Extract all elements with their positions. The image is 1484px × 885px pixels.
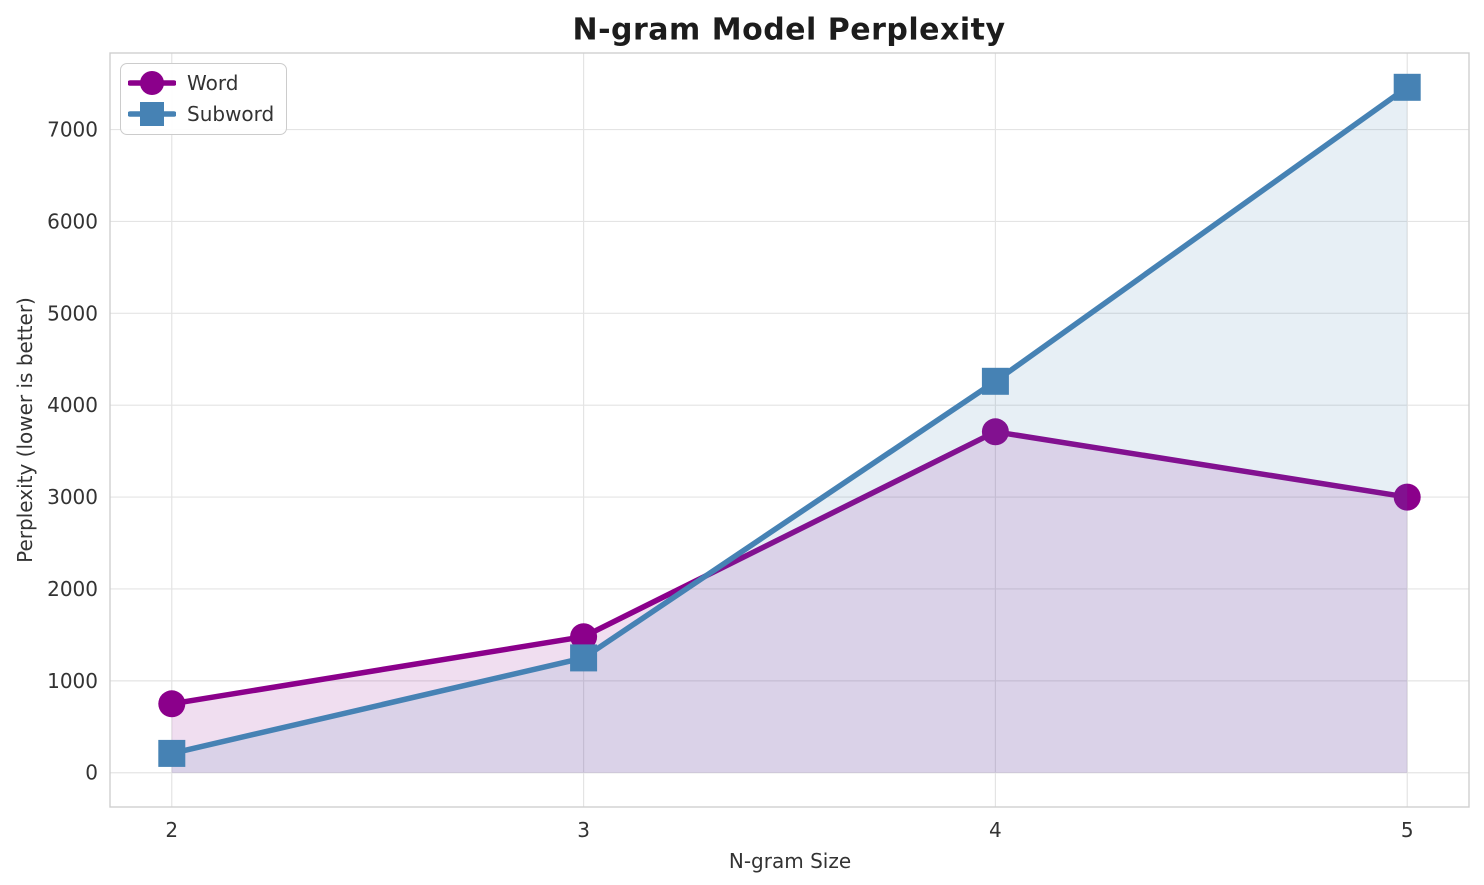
series-line-word [169, 429, 1410, 707]
series-line-subword [169, 84, 1410, 757]
subword-square-marker-icon [128, 100, 176, 128]
area-fill-subword [171, 87, 1408, 773]
data-marker-subword [158, 739, 186, 767]
word-circle-marker-icon [128, 69, 176, 97]
data-marker-word [981, 418, 1009, 446]
y-tick-label: 6000 [47, 209, 98, 233]
legend: Word Subword [120, 63, 287, 135]
y-tick-label: 4000 [47, 393, 98, 417]
plot-border [109, 52, 1470, 808]
data-marker-subword [1393, 73, 1421, 101]
legend-label-subword: Subword [187, 101, 275, 126]
x-tick-label: 3 [577, 818, 590, 842]
data-marker-word [570, 623, 598, 651]
data-marker-subword [981, 367, 1009, 395]
y-tick-label: 3000 [47, 485, 98, 509]
x-tick-label: 2 [165, 818, 178, 842]
y-tick-label: 7000 [47, 118, 98, 142]
y-axis-label: Perplexity (lower is better) [13, 297, 37, 563]
data-marker-word [158, 690, 186, 718]
chart-title: N-gram Model Perplexity [572, 12, 1006, 48]
x-tick-label: 5 [1401, 818, 1414, 842]
y-tick-label: 2000 [47, 577, 98, 601]
x-axis-label: N-gram Size [728, 849, 852, 873]
area-fill-word [171, 431, 1408, 773]
y-tick-label: 1000 [47, 669, 98, 693]
legend-label-word: Word [187, 70, 239, 95]
y-tick-label: 5000 [47, 301, 98, 325]
data-marker-word [1393, 483, 1421, 511]
data-marker-subword [570, 644, 598, 672]
legend-item-subword: Subword [128, 99, 276, 128]
legend-item-word: Word [128, 68, 276, 97]
y-tick-label: 0 [85, 761, 98, 785]
x-tick-label: 4 [989, 818, 1002, 842]
